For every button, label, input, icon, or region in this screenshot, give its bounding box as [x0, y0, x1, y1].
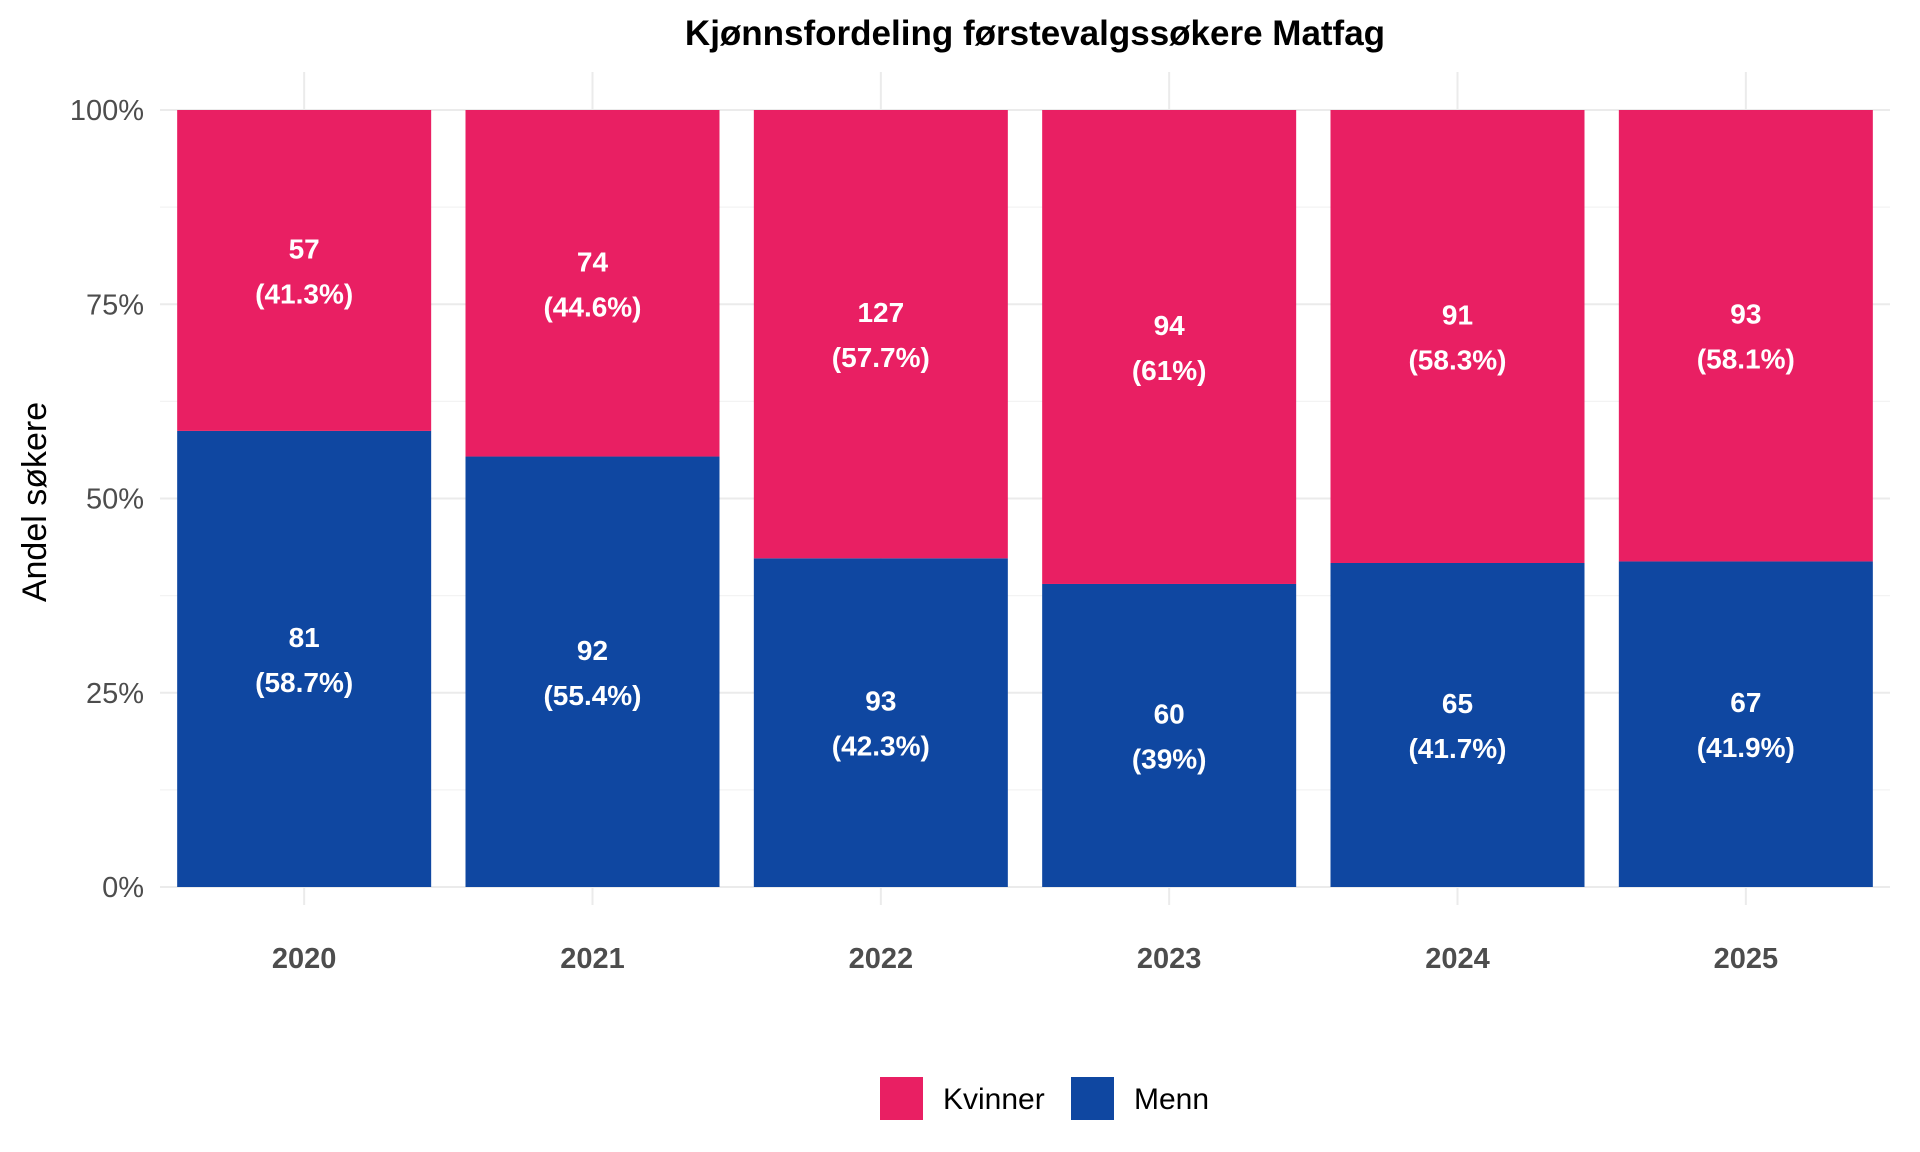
- bar-kvinner-2021: [465, 110, 720, 457]
- x-tick-label: 2024: [1425, 943, 1490, 975]
- bar-menn-2022: [753, 558, 1008, 887]
- bar-count-label: 92: [577, 635, 608, 666]
- y-axis: 0% 25% 50% 75% 100%: [70, 95, 144, 904]
- bar-percent-label: (61%): [1132, 355, 1207, 386]
- bar-count-label: 91: [1442, 299, 1473, 330]
- x-axis: 2020 2021 2022 2023 2024 2025: [272, 943, 1778, 975]
- x-tick-label: 2020: [272, 943, 337, 975]
- bar-percent-label: (41.7%): [1408, 733, 1506, 764]
- bar-count-label: 67: [1730, 687, 1761, 718]
- bar-percent-label: (41.9%): [1697, 732, 1795, 763]
- bars: [177, 110, 1873, 887]
- bar-menn-2023: [1042, 583, 1297, 887]
- bar-menn-2024: [1330, 562, 1585, 887]
- bar-kvinner-2024: [1330, 110, 1585, 563]
- bar-labels: 81 (58.7%) 57 (41.3%) 92 (55.4%) 74 (44.6%) 93 (4…: [255, 233, 1795, 774]
- bar-count-label: 93: [865, 686, 896, 717]
- bar-percent-label: (57.7%): [832, 342, 930, 373]
- y-tick-label: 25%: [86, 678, 144, 710]
- bar-percent-label: (44.6%): [543, 291, 641, 322]
- bar-count-label: 57: [289, 233, 320, 264]
- bar-count-label: 74: [577, 246, 609, 277]
- bar-menn-2021: [465, 456, 720, 887]
- bar-count-label: 60: [1154, 698, 1185, 729]
- legend-label-menn: Menn: [1134, 1083, 1209, 1116]
- legend-swatch-menn: [1071, 1077, 1114, 1120]
- bar-percent-label: (41.3%): [255, 278, 353, 309]
- y-tick-label: 0%: [102, 872, 144, 904]
- bar-count-label: 81: [289, 622, 320, 653]
- bar-percent-label: (55.4%): [543, 680, 641, 711]
- chart-title: Kjønnsfordeling førstevalgssøkere Matfag: [685, 14, 1385, 53]
- bar-percent-label: (58.1%): [1697, 344, 1795, 375]
- bar-menn-2025: [1618, 561, 1873, 887]
- bar-count-label: 94: [1154, 310, 1186, 341]
- y-tick-label: 100%: [70, 95, 144, 127]
- legend: Kvinner Menn: [880, 1077, 1209, 1120]
- x-tick-label: 2022: [849, 943, 914, 975]
- bar-menn-2020: [177, 430, 432, 887]
- bar-count-label: 93: [1730, 299, 1761, 330]
- y-tick-label: 75%: [86, 289, 144, 321]
- legend-swatch-kvinner: [880, 1077, 923, 1120]
- bar-count-label: 127: [857, 297, 904, 328]
- legend-label-kvinner: Kvinner: [943, 1083, 1045, 1116]
- y-axis-title: Andel søkere: [16, 402, 54, 602]
- bar-kvinner-2022: [753, 110, 1008, 559]
- bar-kvinner-2020: [177, 110, 432, 431]
- bar-count-label: 65: [1442, 688, 1473, 719]
- x-tick-label: 2021: [560, 943, 625, 975]
- bar-percent-label: (58.7%): [255, 667, 353, 698]
- bar-percent-label: (42.3%): [832, 731, 930, 762]
- bar-kvinner-2025: [1618, 110, 1873, 562]
- x-tick-label: 2023: [1137, 943, 1202, 975]
- y-tick-label: 50%: [86, 484, 144, 516]
- bar-percent-label: (39%): [1132, 743, 1207, 774]
- bar-percent-label: (58.3%): [1408, 344, 1506, 375]
- bar-kvinner-2023: [1042, 110, 1297, 584]
- x-tick-label: 2025: [1714, 943, 1779, 975]
